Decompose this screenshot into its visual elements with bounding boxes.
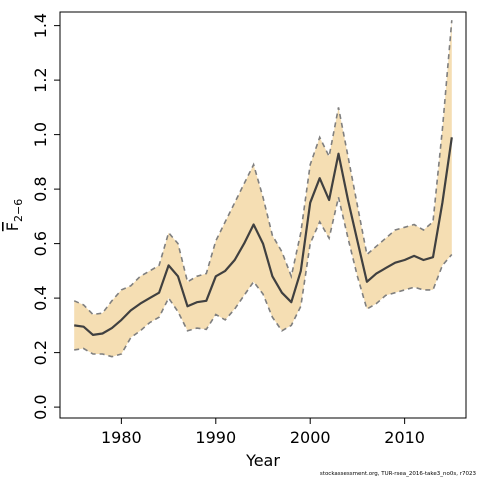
y-tick-label: 0.4 — [31, 285, 50, 310]
x-tick-label: 1980 — [101, 428, 142, 447]
y-axis: 0.0 0.2 0.4 0.6 0.8 1.0 1.2 1.4 — [31, 13, 60, 420]
y-tick-label: 1.4 — [31, 13, 50, 38]
x-tick-label: 1990 — [195, 428, 236, 447]
lower-bound-line — [74, 197, 453, 358]
y-axis-title-main: F — [3, 222, 22, 231]
y-axis-title-subscript: 2−6 — [12, 199, 25, 222]
source-footer: stockassessment.org, TUR-rsea_2016-take3… — [319, 471, 476, 477]
x-axis-title: Year — [245, 451, 280, 470]
estimate-line — [74, 137, 453, 336]
upper-bound-line — [73, 20, 453, 316]
y-tick-label: 0.0 — [31, 394, 50, 419]
confidence-band-layer — [74, 20, 452, 357]
svg-text:F2−6: F2−6 — [3, 199, 25, 231]
x-tick-label: 2010 — [384, 428, 425, 447]
y-axis-title: F2−6 — [3, 199, 25, 231]
confidence-band — [74, 20, 452, 357]
plot-frame — [59, 11, 467, 419]
x-axis: 1980 1990 2000 2010 — [101, 418, 425, 447]
y-tick-label: 0.6 — [31, 231, 50, 256]
y-tick-label: 1.0 — [31, 122, 50, 147]
y-tick-label: 0.2 — [31, 340, 50, 365]
y-tick-label: 0.8 — [31, 176, 50, 201]
series-line-layer — [73, 20, 453, 358]
y-tick-label: 1.2 — [31, 67, 50, 92]
x-tick-label: 2000 — [290, 428, 331, 447]
